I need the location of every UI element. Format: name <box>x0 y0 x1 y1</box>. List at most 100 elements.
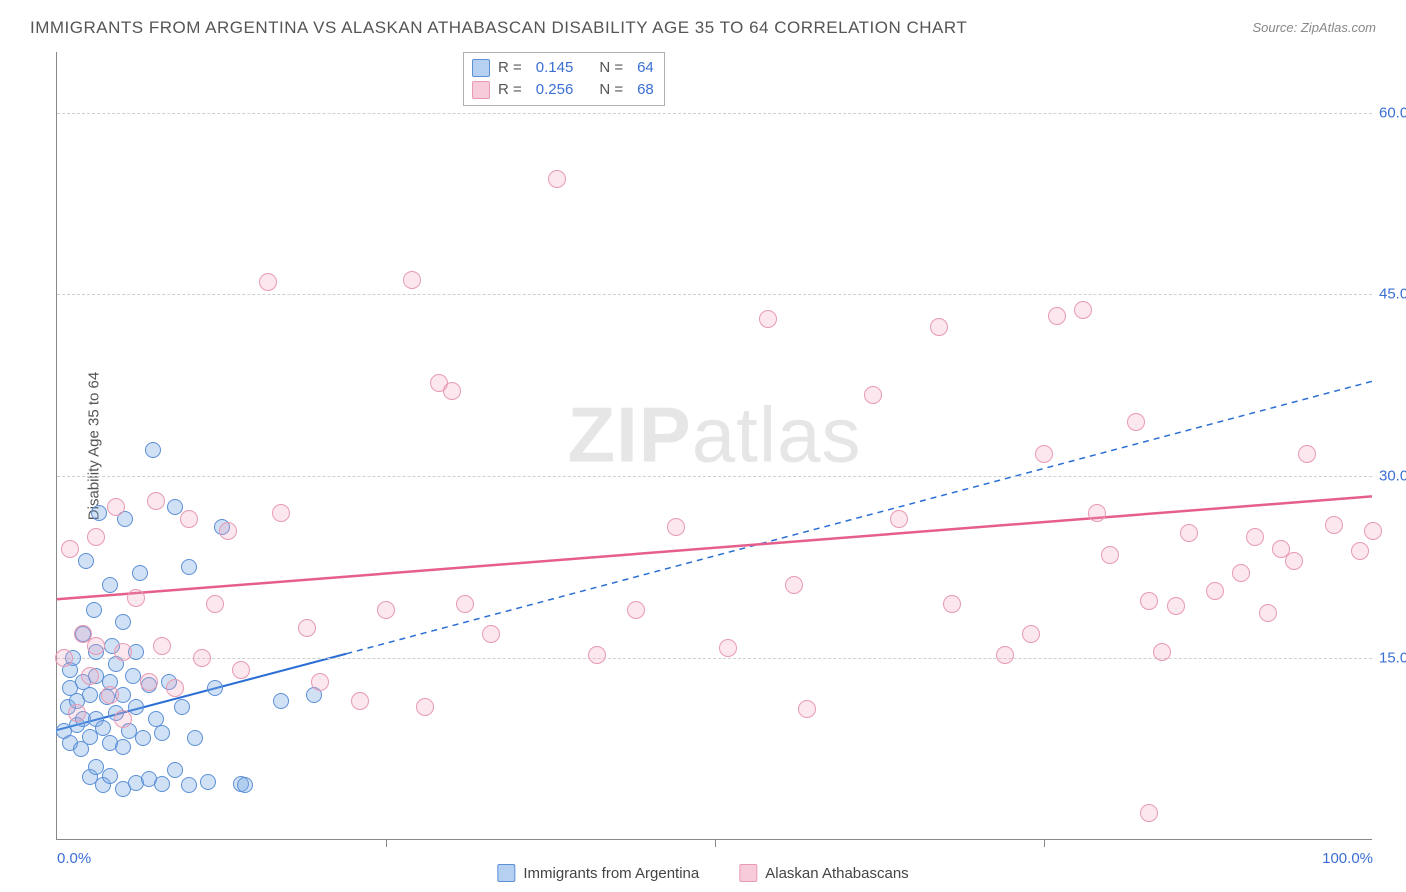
legend-swatch <box>472 59 490 77</box>
gridline-h <box>57 113 1372 114</box>
point-athabascan <box>140 673 158 691</box>
stat-n-label: N = <box>599 57 623 79</box>
point-athabascan <box>166 679 184 697</box>
point-argentina <box>86 602 102 618</box>
point-athabascan <box>416 698 434 716</box>
point-athabascan <box>1298 445 1316 463</box>
point-argentina <box>200 774 216 790</box>
point-athabascan <box>153 637 171 655</box>
point-athabascan <box>785 576 803 594</box>
point-athabascan <box>206 595 224 613</box>
stat-r-label: R = <box>498 57 522 79</box>
point-argentina <box>273 693 289 709</box>
point-argentina <box>181 559 197 575</box>
stat-r-value: 0.145 <box>536 57 574 79</box>
x-tick <box>386 839 387 847</box>
point-athabascan <box>61 540 79 558</box>
y-tick-label: 15.0% <box>1379 650 1406 667</box>
stat-n-label: N = <box>599 79 623 101</box>
point-athabascan <box>667 518 685 536</box>
point-athabascan <box>1180 524 1198 542</box>
point-athabascan <box>114 710 132 728</box>
point-athabascan <box>377 601 395 619</box>
chart-title: IMMIGRANTS FROM ARGENTINA VS ALASKAN ATH… <box>30 18 967 38</box>
point-athabascan <box>1022 625 1040 643</box>
point-argentina <box>128 699 144 715</box>
point-athabascan <box>1127 413 1145 431</box>
stat-r-value: 0.256 <box>536 79 574 101</box>
point-athabascan <box>1232 564 1250 582</box>
point-athabascan <box>1140 592 1158 610</box>
gridline-h <box>57 294 1372 295</box>
point-argentina <box>237 777 253 793</box>
stats-legend: R =0.145N =64R =0.256N =68 <box>463 52 665 106</box>
point-athabascan <box>259 273 277 291</box>
point-athabascan <box>180 510 198 528</box>
point-argentina <box>91 505 107 521</box>
point-athabascan <box>87 637 105 655</box>
point-athabascan <box>759 310 777 328</box>
point-argentina <box>115 739 131 755</box>
trend-lines <box>57 52 1372 839</box>
point-argentina <box>102 768 118 784</box>
point-athabascan <box>87 528 105 546</box>
point-athabascan <box>456 595 474 613</box>
point-athabascan <box>890 510 908 528</box>
legend-item: Alaskan Athabascans <box>739 864 908 882</box>
y-tick-label: 45.0% <box>1379 286 1406 303</box>
point-argentina <box>78 553 94 569</box>
watermark-zip: ZIP <box>567 390 691 478</box>
point-athabascan <box>232 661 250 679</box>
point-argentina <box>181 777 197 793</box>
gridline-h <box>57 476 1372 477</box>
stat-legend-row: R =0.145N =64 <box>472 57 654 79</box>
point-athabascan <box>403 271 421 289</box>
gridline-h <box>57 658 1372 659</box>
point-argentina <box>115 614 131 630</box>
point-athabascan <box>114 643 132 661</box>
legend-label: Alaskan Athabascans <box>765 865 908 882</box>
point-argentina <box>154 776 170 792</box>
point-athabascan <box>1246 528 1264 546</box>
point-athabascan <box>627 601 645 619</box>
point-athabascan <box>482 625 500 643</box>
point-athabascan <box>101 686 119 704</box>
point-athabascan <box>1285 552 1303 570</box>
point-athabascan <box>68 704 86 722</box>
point-athabascan <box>55 649 73 667</box>
x-tick-label: 100.0% <box>1322 850 1373 867</box>
x-tick <box>1044 839 1045 847</box>
legend-swatch <box>497 864 515 882</box>
point-athabascan <box>1259 604 1277 622</box>
point-athabascan <box>996 646 1014 664</box>
point-athabascan <box>943 595 961 613</box>
point-athabascan <box>1167 597 1185 615</box>
point-athabascan <box>1153 643 1171 661</box>
point-athabascan <box>298 619 316 637</box>
point-athabascan <box>548 170 566 188</box>
point-argentina <box>154 725 170 741</box>
source-attribution: Source: ZipAtlas.com <box>1252 20 1376 35</box>
point-athabascan <box>1325 516 1343 534</box>
x-tick <box>715 839 716 847</box>
legend-swatch <box>472 81 490 99</box>
point-athabascan <box>719 639 737 657</box>
stat-n-value: 68 <box>637 79 654 101</box>
stat-legend-row: R =0.256N =68 <box>472 79 654 101</box>
point-argentina <box>132 565 148 581</box>
y-tick-label: 30.0% <box>1379 468 1406 485</box>
point-athabascan <box>351 692 369 710</box>
point-athabascan <box>1074 301 1092 319</box>
point-athabascan <box>81 667 99 685</box>
point-athabascan <box>1364 522 1382 540</box>
point-athabascan <box>1088 504 1106 522</box>
point-athabascan <box>443 382 461 400</box>
point-athabascan <box>272 504 290 522</box>
point-argentina <box>102 577 118 593</box>
point-argentina <box>145 442 161 458</box>
point-athabascan <box>147 492 165 510</box>
point-athabascan <box>864 386 882 404</box>
watermark: ZIPatlas <box>567 389 861 480</box>
legend-swatch <box>739 864 757 882</box>
point-athabascan <box>798 700 816 718</box>
